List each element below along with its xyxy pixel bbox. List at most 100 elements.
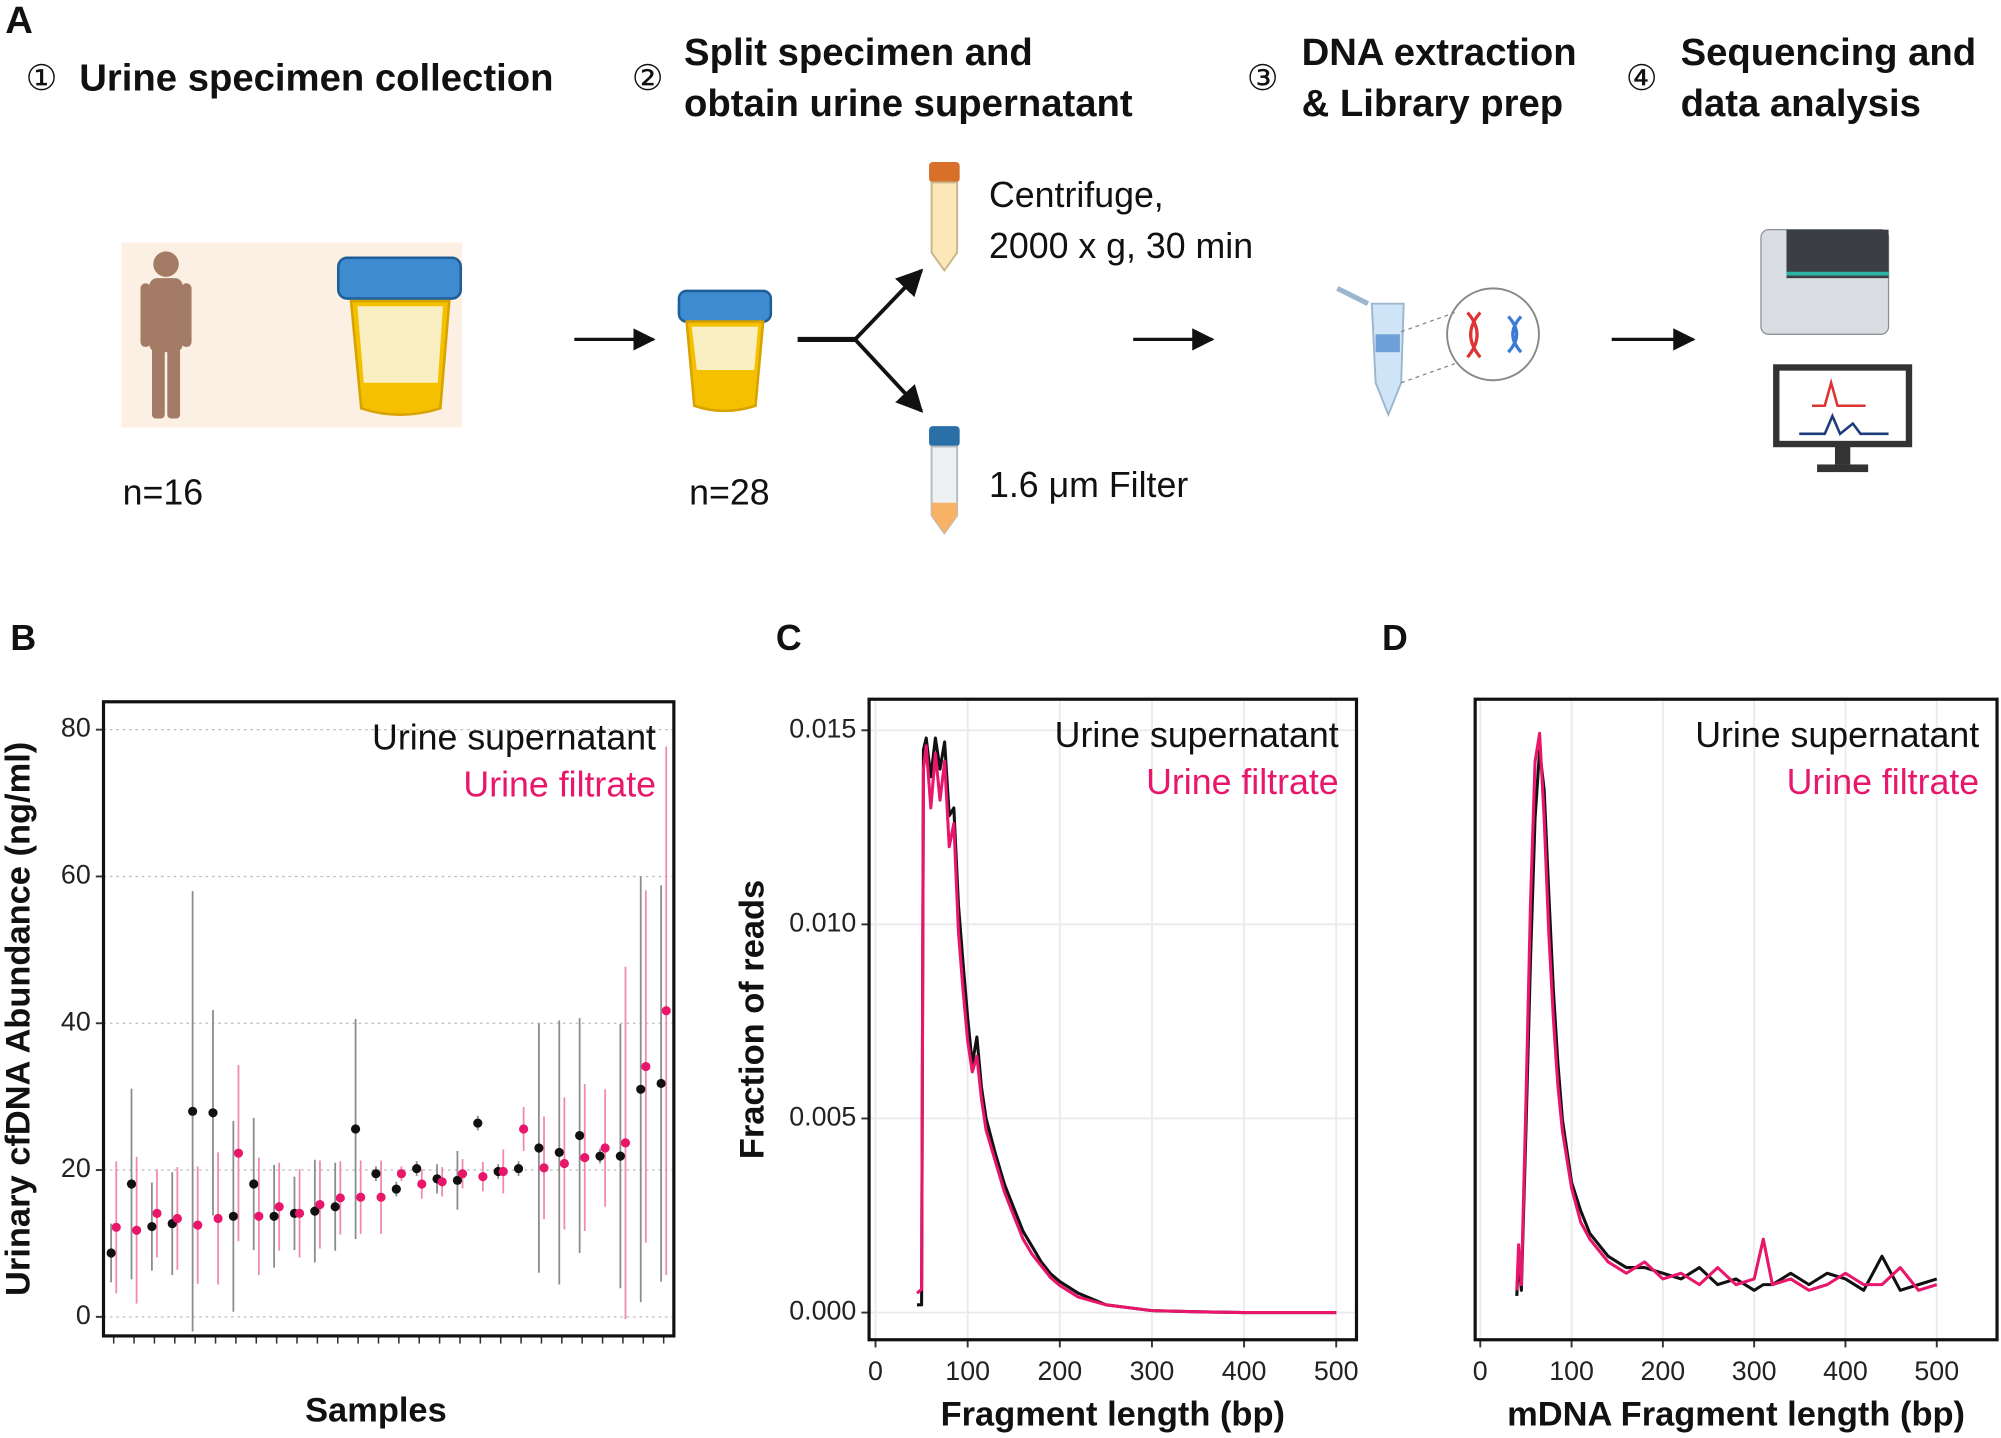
tube-filter xyxy=(929,426,960,535)
panel-label: C xyxy=(776,618,802,658)
x-tick-label: 100 xyxy=(945,1356,990,1386)
extraction-icon xyxy=(1336,286,1540,418)
panel-label: A xyxy=(5,0,33,42)
point xyxy=(437,1177,447,1187)
point xyxy=(615,1151,625,1161)
x-tick-label: 300 xyxy=(1732,1356,1777,1386)
y-tick-label: 80 xyxy=(61,713,91,743)
point xyxy=(412,1163,422,1174)
x-tick-label: 500 xyxy=(1914,1356,1959,1386)
panel-label: B xyxy=(10,618,36,658)
point xyxy=(554,1147,564,1158)
point xyxy=(575,1130,585,1141)
step-number: ③ xyxy=(1247,58,1279,98)
tube-centrifuge xyxy=(929,162,960,273)
point xyxy=(274,1202,284,1212)
sequencer-icon xyxy=(1760,229,1913,473)
x-tick-label: 400 xyxy=(1823,1356,1868,1386)
point xyxy=(315,1199,325,1210)
x-axis-title: Samples xyxy=(305,1392,447,1430)
point xyxy=(376,1192,386,1202)
y-tick-label: 0 xyxy=(76,1300,91,1330)
point xyxy=(641,1061,651,1072)
line xyxy=(1515,731,1938,1292)
point xyxy=(371,1169,381,1179)
x-tick-label: 300 xyxy=(1130,1356,1175,1386)
marks xyxy=(106,746,671,1332)
point xyxy=(498,1166,508,1177)
point xyxy=(457,1169,468,1179)
point xyxy=(559,1158,569,1169)
point xyxy=(473,1118,483,1128)
point xyxy=(188,1106,198,1116)
split-arrows xyxy=(797,268,924,413)
legend-entry: Urine filtrate xyxy=(1787,762,1980,802)
x-tick-label: 100 xyxy=(1549,1356,1594,1386)
line xyxy=(916,736,1337,1315)
point xyxy=(391,1184,401,1194)
point xyxy=(513,1163,524,1174)
point xyxy=(620,1138,631,1148)
legend-entry: Urine filtrate xyxy=(463,765,656,805)
y-tick-label: 0.015 xyxy=(789,713,856,743)
y-tick-label: 60 xyxy=(61,860,91,890)
point xyxy=(106,1248,116,1258)
step-title: & Library prep xyxy=(1302,82,1564,125)
x-tick-label: 500 xyxy=(1314,1356,1359,1386)
point xyxy=(335,1193,345,1203)
point xyxy=(356,1192,366,1202)
point xyxy=(636,1084,646,1094)
specimen-cup xyxy=(337,256,463,416)
branch-label: 2000 x g, 30 min xyxy=(989,226,1253,266)
y-tick-label: 20 xyxy=(61,1153,91,1183)
count-label: n=28 xyxy=(689,473,769,513)
plot-frame xyxy=(101,700,676,1338)
point xyxy=(656,1078,666,1089)
point xyxy=(152,1208,162,1218)
point xyxy=(294,1208,305,1218)
point xyxy=(396,1169,407,1179)
point xyxy=(478,1172,488,1182)
branch-label: 1.6 μm Filter xyxy=(989,465,1188,505)
point xyxy=(519,1124,529,1134)
step-number: ② xyxy=(632,58,664,98)
legend-entry: Urine supernatant xyxy=(1695,715,1979,755)
x-tick-label: 200 xyxy=(1037,1356,1082,1386)
y-tick-label: 0.010 xyxy=(789,907,856,937)
point xyxy=(452,1175,463,1185)
step-title: Sequencing and xyxy=(1681,31,1977,74)
x-tick-label: 0 xyxy=(868,1356,883,1386)
person-icon xyxy=(140,251,192,419)
x-axis-title: Fragment length (bp) xyxy=(941,1395,1285,1433)
legend-entry: Urine supernatant xyxy=(372,717,656,757)
point xyxy=(249,1179,259,1189)
chart: B 0 20 40 60 80 Urine supernatant Urine filtrat… xyxy=(0,618,676,1430)
point xyxy=(539,1163,549,1173)
legend-entry: Urine filtrate xyxy=(1146,762,1339,802)
specimen-cup-small xyxy=(677,289,773,413)
count-label: n=16 xyxy=(123,473,203,513)
point xyxy=(310,1206,320,1216)
point xyxy=(600,1143,610,1153)
branch-label: Centrifuge, xyxy=(989,175,1164,215)
step-title: DNA extraction xyxy=(1302,31,1577,74)
marks xyxy=(916,736,1337,1315)
point xyxy=(661,1006,671,1016)
y-tick-label: 0.000 xyxy=(789,1296,856,1326)
point xyxy=(208,1108,218,1118)
step-title: obtain urine supernatant xyxy=(684,82,1133,125)
x-tick-label: 400 xyxy=(1222,1356,1267,1386)
y-tick-label: 40 xyxy=(61,1006,91,1036)
point xyxy=(213,1213,223,1224)
step-title: data analysis xyxy=(1681,82,1921,125)
point xyxy=(534,1143,544,1153)
point xyxy=(147,1221,157,1232)
point xyxy=(111,1222,121,1232)
point xyxy=(330,1202,340,1212)
plot-frame xyxy=(867,697,1359,1342)
panel-a: A ① Urine specimen collection ② Split sp… xyxy=(5,0,1977,535)
x-tick-label: 200 xyxy=(1641,1356,1686,1386)
x-tick-label: 0 xyxy=(1473,1356,1488,1386)
x-axis-title: mDNA Fragment length (bp) xyxy=(1507,1395,1965,1433)
point xyxy=(132,1225,142,1235)
